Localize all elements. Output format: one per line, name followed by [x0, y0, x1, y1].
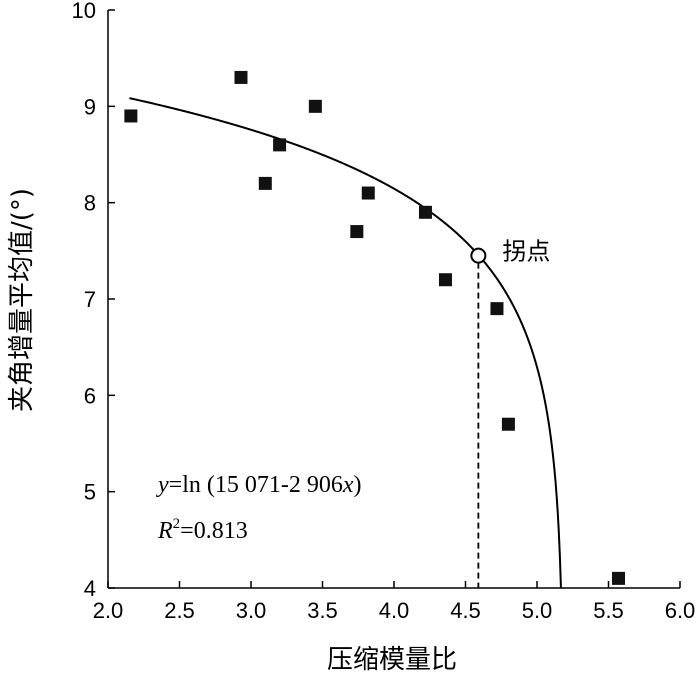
data-point — [361, 186, 375, 200]
y-ticks: 4 5 6 7 8 9 10 — [72, 0, 115, 601]
fit-r-squared: R2=0.813 — [157, 516, 248, 544]
y-tick-label: 7 — [84, 287, 96, 312]
data-points — [124, 70, 626, 585]
data-point — [124, 109, 138, 123]
data-point — [234, 70, 248, 84]
data-point — [350, 225, 364, 239]
y-tick-label: 5 — [84, 480, 96, 505]
equation-var: x — [342, 472, 354, 498]
x-ticks: 2.0 2.5 3.0 3.5 4.0 4.5 5.0 5.5 6.0 — [93, 581, 696, 623]
fit-curve — [129, 97, 562, 589]
y-tick-label: 9 — [84, 94, 96, 119]
data-point — [438, 273, 452, 287]
data-point — [501, 417, 515, 431]
x-tick-label: 4.0 — [379, 598, 410, 623]
r2-value: =0.813 — [180, 518, 248, 544]
x-tick-label: 2.0 — [93, 598, 124, 623]
inflection-label: 拐点 — [502, 238, 550, 266]
x-tick-label: 2.5 — [164, 598, 195, 623]
y-tick-label: 4 — [84, 576, 96, 601]
y-tick-label: 6 — [84, 383, 96, 408]
equation-prefix: y — [156, 472, 169, 498]
y-axis-title: 夹角增量平均值/(°) — [7, 188, 37, 412]
equation-body: =ln (15 071-2 906 — [169, 472, 343, 498]
x-axis-title: 压缩模量比 — [327, 645, 457, 675]
data-point — [418, 205, 432, 219]
x-tick-label: 3.0 — [236, 598, 267, 623]
data-point — [273, 138, 287, 152]
r2-superscript: 2 — [173, 516, 181, 532]
axes — [107, 10, 680, 589]
fit-equation: y=ln (15 071-2 906x) — [156, 472, 362, 498]
data-point — [490, 302, 504, 316]
equation-suffix: ) — [354, 472, 362, 498]
y-tick-label: 10 — [72, 0, 96, 23]
y-tick-label: 8 — [84, 191, 96, 216]
x-tick-label: 5.5 — [593, 598, 624, 623]
x-tick-label: 4.5 — [450, 598, 481, 623]
data-point — [612, 571, 626, 585]
data-point — [258, 176, 272, 190]
x-tick-label: 3.5 — [307, 598, 338, 623]
x-tick-label: 5.0 — [522, 598, 553, 623]
data-point — [308, 99, 322, 113]
x-tick-label: 6.0 — [665, 598, 696, 623]
r2-prefix: R — [157, 518, 173, 544]
inflection-marker — [470, 247, 487, 264]
